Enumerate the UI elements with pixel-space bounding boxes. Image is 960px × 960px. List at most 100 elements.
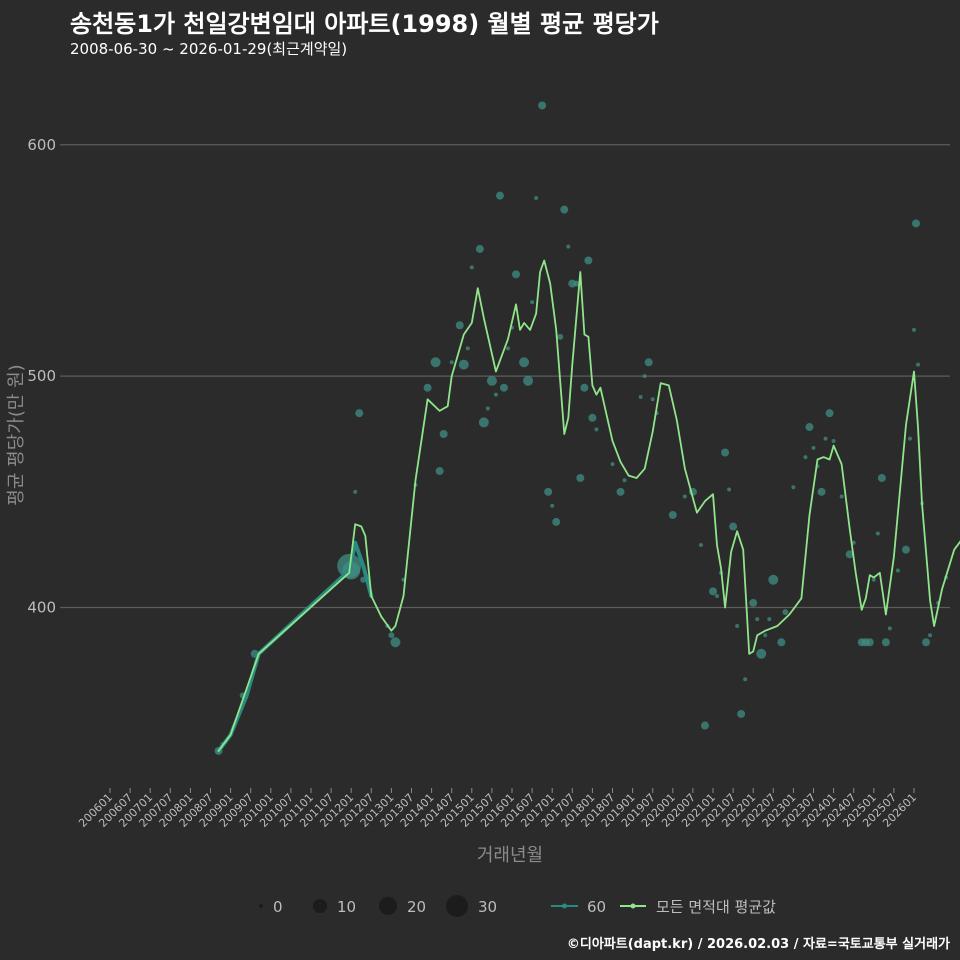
point-layer	[214, 101, 949, 755]
data-point	[901, 545, 910, 554]
data-point	[881, 638, 890, 647]
data-point	[839, 494, 844, 499]
data-point	[845, 550, 854, 559]
legend-average-label: 모든 면적대 평균값	[656, 898, 776, 916]
data-point	[576, 473, 585, 482]
data-point	[449, 360, 454, 365]
legend-area-dot	[562, 903, 567, 909]
data-point	[715, 593, 720, 598]
data-point	[622, 478, 627, 483]
data-point	[735, 624, 740, 629]
data-point	[721, 448, 730, 457]
legend-size-label: 30	[478, 898, 497, 916]
data-point	[478, 417, 489, 428]
data-point	[803, 455, 808, 460]
data-point	[912, 219, 921, 228]
data-point	[668, 510, 677, 519]
data-point	[791, 485, 796, 490]
data-point	[455, 321, 464, 330]
data-point	[485, 406, 490, 411]
data-point	[817, 487, 826, 496]
data-point	[763, 633, 768, 638]
data-point	[871, 577, 876, 582]
data-point	[493, 392, 498, 397]
data-point	[907, 436, 912, 441]
y-tick-label: 500	[27, 367, 56, 385]
data-point	[700, 721, 709, 730]
data-point	[698, 543, 703, 548]
data-point	[743, 677, 748, 682]
data-point	[811, 445, 816, 450]
data-point	[486, 375, 497, 386]
legend-size-label: 20	[407, 898, 426, 916]
source-credit: ©디아파트(dapt.kr) / 2026.02.03 / 자료=국토교통부 실…	[566, 937, 950, 952]
axis-layer: 4005006002006012006072007012007072008012…	[27, 136, 919, 830]
chart-subtitle: 2008-06-30 ~ 2026-01-29(최근계약일)	[70, 40, 348, 58]
data-point	[390, 637, 401, 648]
data-point	[805, 423, 814, 432]
data-point	[768, 574, 779, 585]
data-point	[512, 270, 521, 279]
data-point	[777, 638, 786, 647]
data-point	[588, 413, 597, 422]
data-point	[727, 487, 732, 492]
data-point	[353, 489, 358, 494]
data-point	[505, 346, 510, 351]
data-point	[922, 638, 931, 647]
data-point	[573, 280, 580, 287]
data-point	[851, 540, 856, 545]
data-point	[825, 409, 834, 418]
chart-title: 송천동1가 천일강변임대 아파트(1998) 월별 평균 평당가	[70, 10, 659, 38]
data-point	[458, 359, 469, 370]
data-point	[594, 427, 599, 432]
data-point	[650, 397, 655, 402]
series-line-average	[217, 259, 960, 752]
data-point	[682, 494, 687, 499]
data-point	[737, 709, 746, 718]
data-point	[755, 617, 760, 622]
x-axis-title: 거래년월	[477, 845, 543, 866]
data-point	[566, 244, 571, 249]
data-point	[912, 327, 916, 332]
data-point	[729, 522, 738, 531]
data-point	[638, 394, 643, 399]
data-point	[469, 265, 474, 270]
data-point	[580, 383, 589, 392]
data-point	[895, 568, 900, 573]
data-point	[465, 346, 470, 351]
data-point	[584, 256, 593, 265]
y-tick-label: 400	[27, 599, 56, 617]
legend-average-dot	[630, 903, 636, 909]
data-point	[616, 487, 625, 496]
data-point	[709, 587, 717, 596]
data-point	[544, 487, 553, 496]
data-point	[823, 436, 828, 441]
data-point	[495, 191, 504, 200]
legend-size-label: 0	[273, 898, 283, 916]
data-point	[644, 358, 653, 367]
data-point	[642, 374, 647, 379]
data-point	[499, 383, 508, 392]
data-point	[475, 244, 484, 253]
data-point	[523, 375, 534, 386]
data-point	[756, 648, 767, 659]
data-point	[767, 617, 772, 622]
data-point	[875, 531, 880, 536]
legend-size-marker	[446, 895, 468, 917]
data-point	[423, 383, 432, 392]
data-point	[610, 462, 615, 467]
data-point	[435, 467, 444, 476]
data-point	[388, 632, 395, 639]
data-point	[519, 357, 530, 368]
data-point	[439, 430, 448, 438]
data-point	[534, 196, 539, 200]
legend: 0 10 20 30 60 모든 면적대 평균값	[259, 895, 776, 917]
data-point	[865, 638, 874, 647]
data-point	[877, 473, 886, 482]
legend-size-marker	[259, 904, 263, 908]
data-point	[355, 409, 364, 418]
data-point	[538, 101, 547, 110]
data-point	[831, 438, 836, 443]
data-point	[430, 357, 441, 368]
